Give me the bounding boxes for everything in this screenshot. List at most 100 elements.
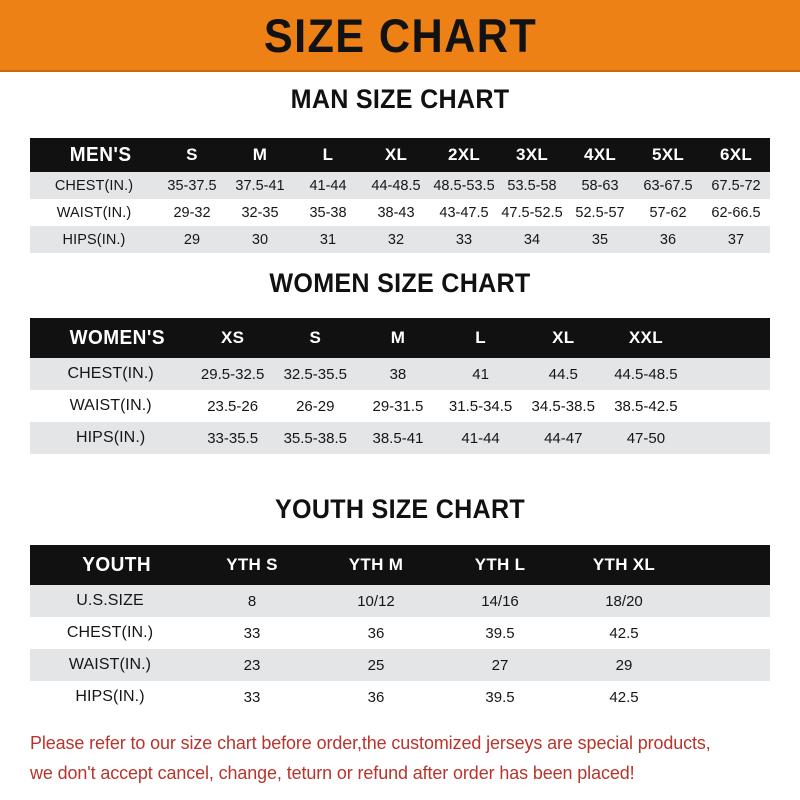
women-hips-xl: 44-47 xyxy=(544,429,583,447)
section-title-man: MAN SIZE CHART xyxy=(290,84,510,114)
women-size-header-l: L xyxy=(475,328,486,347)
youth-hips-s: 33 xyxy=(243,688,261,706)
page-banner: SIZE CHART xyxy=(0,0,800,72)
men-hips-5xl: 36 xyxy=(659,231,677,248)
men-chest-xl: 44-48.5 xyxy=(371,177,421,194)
women-corner-label: WOMEN'S xyxy=(69,326,166,349)
table-row: HIPS(IN.) 29 30 31 32 33 34 35 36 37 xyxy=(30,226,770,253)
men-waist-s: 29-32 xyxy=(173,204,211,221)
table-row: CHEST(IN.) 29.5-32.5 32.5-35.5 38 41 44.… xyxy=(30,358,770,390)
men-table-header-row: MEN'S S M L XL 2XL 3XL 4XL 5XL 6XL xyxy=(30,138,770,172)
women-size-header-xs: XS xyxy=(220,328,245,347)
men-corner-label: MEN'S xyxy=(69,143,132,166)
women-hips-xxl: 47-50 xyxy=(626,429,666,447)
men-size-header-xl: XL xyxy=(384,145,408,164)
women-chest-s: 32.5-35.5 xyxy=(283,365,347,383)
women-row-label-waist: WAIST(IN.) xyxy=(69,397,152,414)
women-chest-spacer xyxy=(687,358,770,390)
women-size-header-s: S xyxy=(309,328,322,347)
section-title-youth: YOUTH SIZE CHART xyxy=(275,494,525,524)
men-chest-s: 35-37.5 xyxy=(167,177,217,194)
men-hips-3xl: 34 xyxy=(523,231,541,248)
women-row-label-hips: HIPS(IN.) xyxy=(75,429,146,446)
men-waist-2xl: 43-47.5 xyxy=(439,204,489,221)
men-hips-l: 31 xyxy=(319,231,337,248)
women-chest-xs: 29.5-32.5 xyxy=(200,365,265,383)
youth-waist-spacer xyxy=(686,649,770,681)
youth-size-header-xl: YTH XL xyxy=(592,555,656,574)
youth-waist-s: 23 xyxy=(243,656,261,674)
table-row: WAIST(IN.) 23 25 27 29 xyxy=(30,649,770,681)
women-hips-m: 38.5-41 xyxy=(372,429,424,447)
youth-us-size-xl: 18/20 xyxy=(605,592,643,610)
men-size-header-3xl: 3XL xyxy=(515,145,549,164)
footer-disclaimer: Please refer to our size chart before or… xyxy=(30,728,756,788)
men-waist-6xl: 62-66.5 xyxy=(711,204,761,221)
men-hips-2xl: 33 xyxy=(455,231,473,248)
youth-row-label-hips: HIPS(IN.) xyxy=(75,688,145,705)
men-hips-m: 30 xyxy=(251,231,269,248)
youth-size-header-m: YTH M xyxy=(348,555,404,574)
men-chest-3xl: 53.5-58 xyxy=(507,177,557,194)
men-size-header-6xl: 6XL xyxy=(719,145,753,164)
table-row: U.S.SIZE 8 10/12 14/16 18/20 xyxy=(30,585,770,617)
table-row: WAIST(IN.) 23.5-26 26-29 29-31.5 31.5-34… xyxy=(30,390,770,422)
page-title: SIZE CHART xyxy=(263,8,537,62)
men-size-header-m: M xyxy=(252,145,268,164)
youth-hips-l: 39.5 xyxy=(485,688,515,706)
youth-corner-label: YOUTH xyxy=(82,553,152,576)
women-chest-xl: 44.5 xyxy=(548,365,578,383)
women-size-header-spacer xyxy=(687,318,770,358)
youth-waist-xl: 29 xyxy=(615,656,633,674)
women-size-header-xxl: XXL xyxy=(628,328,663,347)
men-size-header-5xl: 5XL xyxy=(651,145,685,164)
women-row-label-chest: CHEST(IN.) xyxy=(67,365,154,382)
table-row: HIPS(IN.) 33 36 39.5 42.5 xyxy=(30,681,770,713)
women-table-header-row: WOMEN'S XS S M L XL XXL xyxy=(30,318,770,358)
youth-chest-xl: 42.5 xyxy=(609,624,639,642)
table-row: CHEST(IN.) 33 36 39.5 42.5 xyxy=(30,617,770,649)
women-chest-m: 38 xyxy=(389,365,407,383)
men-hips-xl: 32 xyxy=(387,231,405,248)
youth-size-table: YOUTH YTH S YTH M YTH L YTH XL U.S.SIZE … xyxy=(30,545,770,713)
men-row-label-chest: CHEST(IN.) xyxy=(54,177,134,194)
women-waist-m: 29-31.5 xyxy=(372,397,424,415)
men-waist-3xl: 47.5-52.5 xyxy=(501,204,563,221)
youth-row-label-waist: WAIST(IN.) xyxy=(68,656,152,673)
men-size-header-4xl: 4XL xyxy=(583,145,617,164)
women-size-header-m: M xyxy=(390,328,406,347)
youth-row-label-us-size: U.S.SIZE xyxy=(76,592,144,609)
men-size-header-s: S xyxy=(186,145,198,164)
men-size-header-l: L xyxy=(322,145,334,164)
table-row: HIPS(IN.) 33-35.5 35.5-38.5 38.5-41 41-4… xyxy=(30,422,770,454)
men-row-label-waist: WAIST(IN.) xyxy=(56,204,132,221)
youth-size-header-l: YTH L xyxy=(474,555,526,574)
youth-us-size-spacer xyxy=(686,585,770,617)
section-title-women: WOMEN SIZE CHART xyxy=(269,268,531,298)
youth-waist-l: 27 xyxy=(491,656,509,674)
men-waist-5xl: 57-62 xyxy=(649,204,687,221)
men-chest-4xl: 58-63 xyxy=(581,177,619,194)
youth-chest-spacer xyxy=(686,617,770,649)
footer-disclaimer-line-1: Please refer to our size chart before or… xyxy=(30,732,711,753)
youth-chest-s: 33 xyxy=(243,624,261,642)
youth-hips-spacer xyxy=(686,681,770,713)
women-size-header-xl: XL xyxy=(552,328,575,347)
youth-waist-m: 25 xyxy=(367,656,385,674)
men-chest-2xl: 48.5-53.5 xyxy=(433,177,495,194)
men-hips-s: 29 xyxy=(183,231,201,248)
youth-size-header-s: YTH S xyxy=(226,555,278,574)
men-size-table: MEN'S S M L XL 2XL 3XL 4XL 5XL 6XL CHEST… xyxy=(30,138,770,253)
women-waist-xl: 34.5-38.5 xyxy=(531,397,595,415)
women-waist-xxl: 38.5-42.5 xyxy=(614,397,678,415)
men-hips-4xl: 35 xyxy=(591,231,609,248)
women-hips-l: 41-44 xyxy=(461,429,500,447)
men-chest-m: 37.5-41 xyxy=(235,177,285,194)
men-hips-6xl: 37 xyxy=(727,231,745,248)
men-waist-l: 35-38 xyxy=(309,204,347,221)
youth-us-size-l: 14/16 xyxy=(481,592,519,610)
youth-chest-m: 36 xyxy=(367,624,385,642)
women-hips-xs: 33-35.5 xyxy=(207,429,259,447)
youth-chest-l: 39.5 xyxy=(485,624,515,642)
